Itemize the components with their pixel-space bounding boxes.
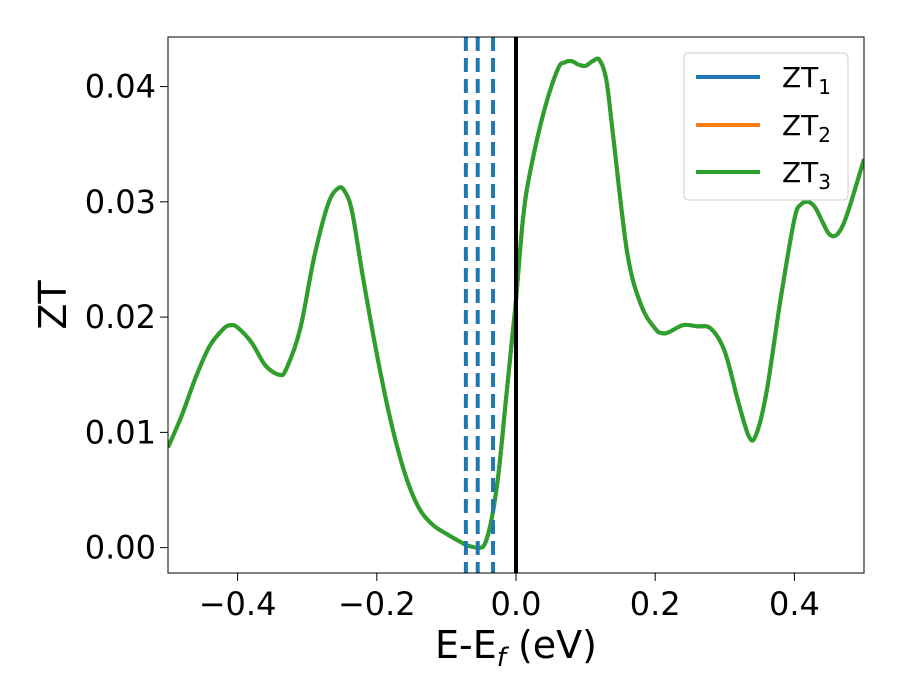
curves <box>168 56 864 550</box>
x-axis-ticks: −0.4 −0.2 0.0 0.2 0.4 <box>199 573 820 623</box>
legend-item-zt2: ZT2 <box>696 109 831 147</box>
legend-sub-zt3: 3 <box>818 170 831 194</box>
y-axis-ticks: 0.00 0.01 0.02 0.03 0.04 <box>85 68 168 567</box>
x-axis-title: E-Ef (eV) <box>435 623 597 673</box>
y-tick-label: 0.00 <box>85 529 156 567</box>
legend: ZT1 ZT2 ZT3 <box>683 52 849 201</box>
y-tick-label: 0.04 <box>85 68 156 106</box>
legend-sub-zt2: 2 <box>818 123 831 147</box>
x-tick-label: −0.4 <box>199 585 277 623</box>
svg-text:ZT1: ZT1 <box>782 61 831 99</box>
x-tick-label: −0.2 <box>338 585 416 623</box>
legend-frame <box>683 52 849 201</box>
legend-label-zt1: ZT <box>782 61 819 94</box>
y-tick-label: 0.02 <box>85 298 156 336</box>
legend-sub-zt1: 1 <box>818 75 831 99</box>
y-axis-title: ZT <box>31 280 75 330</box>
legend-item-zt1: ZT1 <box>696 61 831 99</box>
reference-lines <box>463 37 518 573</box>
y-tick-label: 0.01 <box>85 413 156 451</box>
series-zt3-line <box>168 56 864 550</box>
legend-item-zt3: ZT3 <box>696 156 831 194</box>
x-tick-label: 0.0 <box>491 585 542 623</box>
legend-label-zt3: ZT <box>782 156 819 189</box>
x-axis-title-main: E-E <box>435 623 497 667</box>
svg-text:ZT3: ZT3 <box>782 156 831 194</box>
y-tick-label: 0.03 <box>85 183 156 221</box>
x-tick-label: 0.2 <box>630 585 681 623</box>
svg-text:ZT2: ZT2 <box>782 109 831 147</box>
legend-label-zt2: ZT <box>782 109 819 142</box>
x-tick-label: 0.4 <box>769 585 820 623</box>
x-axis-title-unit: (eV) <box>506 623 597 667</box>
plot-area <box>168 37 864 573</box>
